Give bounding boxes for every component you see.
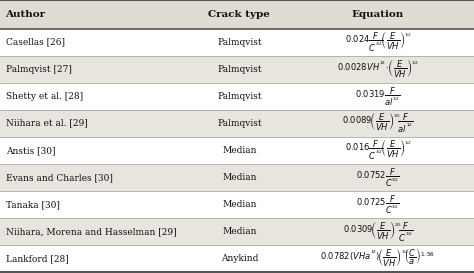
Text: Palmqvist: Palmqvist <box>217 119 262 128</box>
Bar <box>0 191 474 218</box>
Text: Anstis [30]: Anstis [30] <box>6 146 55 155</box>
Text: Palmqvist: Palmqvist <box>217 92 262 101</box>
Text: $0.0752\dfrac{F}{C^{^{3\!/\!2}}}$: $0.0752\dfrac{F}{C^{^{3\!/\!2}}}$ <box>356 166 400 189</box>
Text: Niihara, Morena and Hasselman [29]: Niihara, Morena and Hasselman [29] <box>6 227 177 236</box>
Text: Evans and Charles [30]: Evans and Charles [30] <box>6 173 113 182</box>
Bar <box>0 164 474 191</box>
Bar <box>0 218 474 245</box>
Text: Lankford [28]: Lankford [28] <box>6 254 69 263</box>
Text: $0.024\dfrac{F}{C^{^{3\!/\!2}}}\!\left(\dfrac{E}{VH}\right)^{^{1\!/\!2}}$: $0.024\dfrac{F}{C^{^{3\!/\!2}}}\!\left(\… <box>345 30 411 54</box>
Text: Casellas [26]: Casellas [26] <box>6 38 65 47</box>
Text: Anykind: Anykind <box>221 254 258 263</box>
Bar <box>0 0 474 29</box>
Text: Niihara et al. [29]: Niihara et al. [29] <box>6 119 88 128</box>
Text: $0.0309\!\left(\dfrac{E}{VH}\right)^{^{2\!/\!5}}\!\dfrac{F}{C^{^{3\!/\!2}}}$: $0.0309\!\left(\dfrac{E}{VH}\right)^{^{2… <box>343 219 413 244</box>
Text: Shetty et al. [28]: Shetty et al. [28] <box>6 92 83 101</box>
Text: Tanaka [30]: Tanaka [30] <box>6 200 60 209</box>
Text: Median: Median <box>222 227 256 236</box>
Text: Palmqvist: Palmqvist <box>217 65 262 74</box>
Text: Palmqvist: Palmqvist <box>217 38 262 47</box>
Text: Median: Median <box>222 146 256 155</box>
Bar <box>0 56 474 83</box>
Text: $0.0782(VHa^{^{1\!/\!4}})\!\left(\dfrac{E}{VH}\right)^{^{1\!/\!2}}\!\!\left(\dfr: $0.0782(VHa^{^{1\!/\!4}})\!\left(\dfrac{… <box>320 247 436 269</box>
Bar <box>0 137 474 164</box>
Text: Palmqvist [27]: Palmqvist [27] <box>6 65 72 74</box>
Text: $0.016\dfrac{F}{C^{^{3\!/\!2}}}\!\left(\dfrac{E}{VH}\right)^{^{1\!/\!2}}$: $0.016\dfrac{F}{C^{^{3\!/\!2}}}\!\left(\… <box>345 138 411 162</box>
Text: Equation: Equation <box>352 10 404 19</box>
Bar <box>0 83 474 110</box>
Text: Crack type: Crack type <box>209 10 270 19</box>
Text: Author: Author <box>5 10 45 19</box>
Text: Median: Median <box>222 173 256 182</box>
Text: $0.0319\dfrac{F}{al^{^{1\!/\!2}}}$: $0.0319\dfrac{F}{al^{^{1\!/\!2}}}$ <box>356 85 401 108</box>
Text: $0.0028VH^{^{1\!/\!2}}\!\cdot\!\left(\dfrac{E}{VH}\right)^{^{1\!/\!2}}$: $0.0028VH^{^{1\!/\!2}}\!\cdot\!\left(\df… <box>337 58 419 80</box>
Bar <box>0 245 474 272</box>
Text: $0.0725\dfrac{F}{C^{^{3\!/\!2}}}$: $0.0725\dfrac{F}{C^{^{3\!/\!2}}}$ <box>356 193 400 216</box>
Bar <box>0 110 474 137</box>
Text: Median: Median <box>222 200 256 209</box>
Bar <box>0 29 474 56</box>
Text: $0.0089\!\left(\dfrac{E}{VH}\right)^{^{1\!/\!5}}\!\dfrac{F}{al^{^{1\!/\!2}}}$: $0.0089\!\left(\dfrac{E}{VH}\right)^{^{1… <box>342 111 414 135</box>
